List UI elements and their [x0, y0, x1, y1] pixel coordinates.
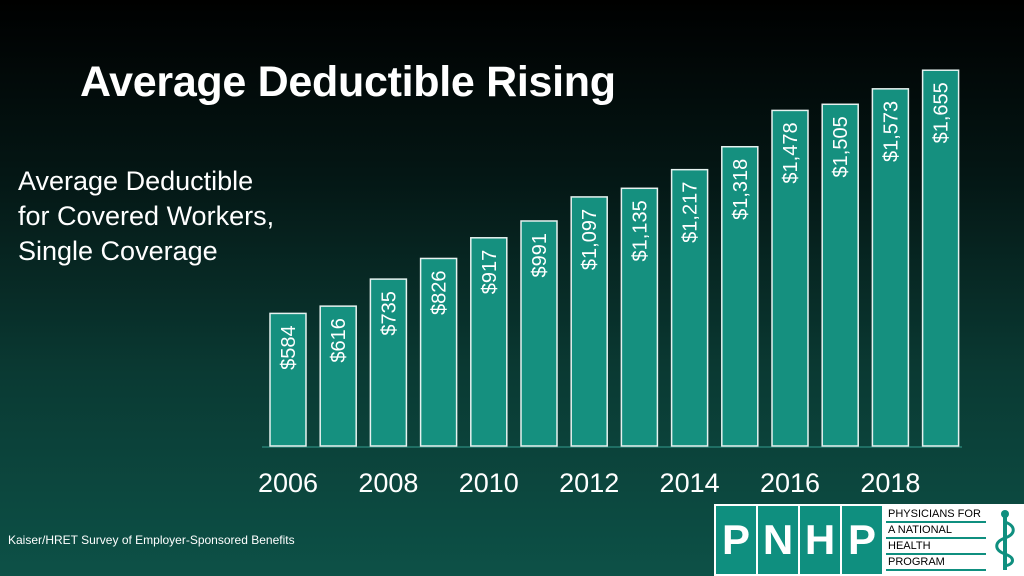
data-label-2012: $1,097: [579, 209, 601, 270]
data-label-2006: $584: [278, 325, 300, 370]
data-label-2018: $1,573: [880, 101, 902, 162]
bar-2015: [721, 145, 759, 447]
data-label-2011: $991: [529, 233, 551, 278]
x-tick-label: 2006: [258, 468, 318, 498]
source-note: Kaiser/HRET Survey of Employer-Sponsored…: [8, 533, 295, 547]
x-tick-label: 2008: [358, 468, 418, 498]
x-tick-label: 2016: [760, 468, 820, 498]
logo-word: PROGRAM: [886, 555, 986, 571]
subtitle-line: for Covered Workers,: [18, 201, 275, 231]
logo-letters: P N H P: [716, 506, 882, 574]
logo-word: HEALTH: [886, 539, 986, 555]
bar-2006: [269, 312, 307, 447]
bar-2018: [871, 88, 910, 447]
data-label-2019: $1,655: [931, 82, 953, 143]
data-label-2017: $1,505: [830, 116, 852, 177]
data-label-2009: $826: [429, 270, 451, 315]
bar-2014: [670, 168, 709, 447]
data-label-2016: $1,478: [780, 122, 802, 183]
subtitle-line: Single Coverage: [18, 236, 218, 266]
bar-2008: [369, 278, 408, 447]
data-label-2013: $1,135: [629, 200, 651, 261]
logo-words: PHYSICIANS FOR A NATIONAL HEALTH PROGRAM: [886, 507, 986, 571]
logo-word: PHYSICIANS FOR: [886, 507, 986, 523]
logo-letter: P: [842, 506, 882, 574]
bar-2011: [520, 220, 558, 447]
bar-2013: [620, 187, 659, 447]
subtitle-line: Average Deductible: [18, 166, 254, 196]
x-tick-label: 2010: [459, 468, 519, 498]
logo-letter: N: [758, 506, 798, 574]
logo-word: A NATIONAL: [886, 523, 986, 539]
x-tick-label: 2012: [559, 468, 619, 498]
bar-2010: [470, 237, 508, 447]
caduceus-icon: [995, 510, 1015, 570]
pnhp-logo: P N H P PHYSICIANS FOR A NATIONAL HEALTH…: [714, 504, 1024, 576]
data-label-2010: $917: [479, 250, 501, 294]
logo-letter: P: [716, 506, 756, 574]
bar-2009: [419, 257, 458, 447]
data-label-2015: $1,318: [730, 159, 752, 220]
data-label-2007: $616: [328, 318, 350, 363]
bar-2012: [570, 196, 608, 447]
data-label-2008: $735: [378, 291, 400, 336]
chart-subtitle: Average Deductible for Covered Workers, …: [18, 164, 338, 269]
page-title: Average Deductible Rising: [80, 58, 616, 106]
x-tick-label: 2014: [660, 468, 720, 498]
bar-2007: [319, 305, 357, 447]
x-tick-label: 2018: [860, 468, 920, 498]
bar-2019: [921, 69, 960, 447]
logo-letter: H: [800, 506, 840, 574]
bar-2017: [821, 103, 859, 447]
data-label-2014: $1,217: [680, 182, 702, 243]
bar-chart: $584 $616 $735 $826 $917 $991 $1,097 $1,135 $1,2…: [258, 69, 962, 498]
bar-2016: [771, 109, 809, 447]
